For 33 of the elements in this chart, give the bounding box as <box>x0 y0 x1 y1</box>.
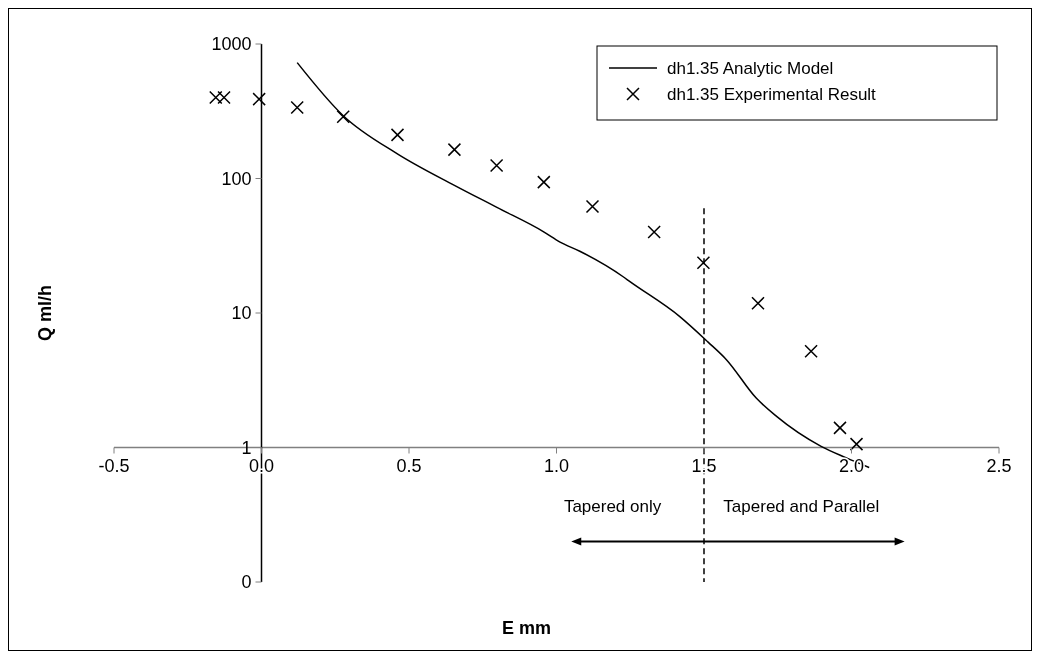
point <box>290 100 304 115</box>
point <box>217 90 231 105</box>
point <box>647 225 661 239</box>
point <box>390 128 405 142</box>
x-axis-title: E mm <box>501 618 552 638</box>
y-tick-label: 1000 <box>211 34 252 54</box>
x-tick-label: 2.5 <box>986 455 1012 476</box>
point <box>336 109 350 124</box>
point <box>696 256 711 270</box>
legend-label: dh1.35 Analytic Model <box>667 59 834 78</box>
y-tick-label: 100 <box>221 168 252 189</box>
point <box>447 142 462 157</box>
point <box>252 92 266 106</box>
y-tick-label: 0 <box>241 572 252 592</box>
x-tick-label: -0.5 <box>98 455 130 476</box>
point <box>804 344 818 358</box>
legend-label: dh1.35 Experimental Result <box>667 85 877 104</box>
point <box>751 296 765 311</box>
point <box>209 90 223 105</box>
annotation: Tapered and Parallel <box>723 497 880 517</box>
point <box>537 175 551 189</box>
y-tick-label: 1 <box>241 437 252 458</box>
x-tick-label: 0.5 <box>396 455 422 476</box>
point <box>849 437 864 451</box>
point <box>833 421 847 435</box>
x-tick-label: 1.5 <box>691 455 717 476</box>
y-axis-title: Q ml/h <box>35 284 55 342</box>
point <box>585 199 600 214</box>
y-tick-label: 10 <box>231 303 252 323</box>
x-tick-label: 1.0 <box>543 455 570 476</box>
x-tick-label: 2.0 <box>838 455 865 476</box>
annotation: Tapered only <box>563 497 662 517</box>
point <box>489 158 504 173</box>
